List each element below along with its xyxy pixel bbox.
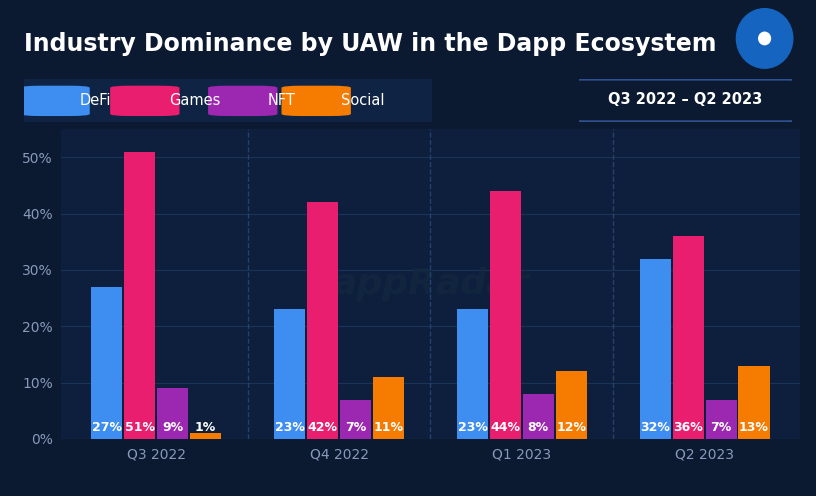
Text: appRadar: appRadar: [332, 267, 529, 301]
Bar: [307, 202, 338, 439]
Circle shape: [759, 32, 770, 45]
FancyBboxPatch shape: [8, 78, 449, 123]
Text: 23%: 23%: [458, 422, 487, 434]
Text: 13%: 13%: [739, 422, 769, 434]
Bar: [706, 399, 737, 439]
Circle shape: [736, 9, 793, 68]
Text: 7%: 7%: [711, 422, 732, 434]
Text: 8%: 8%: [528, 422, 549, 434]
Bar: [640, 258, 671, 439]
Text: Social: Social: [341, 93, 384, 108]
Bar: [373, 377, 404, 439]
Bar: [457, 310, 488, 439]
Text: 44%: 44%: [490, 422, 521, 434]
Text: 12%: 12%: [557, 422, 586, 434]
Text: Industry Dominance by UAW in the Dapp Ecosystem: Industry Dominance by UAW in the Dapp Ec…: [24, 32, 717, 56]
Bar: [274, 310, 305, 439]
Text: Q3 2022 – Q2 2023: Q3 2022 – Q2 2023: [608, 92, 763, 107]
Bar: [672, 236, 703, 439]
Bar: [340, 399, 371, 439]
Bar: [190, 434, 221, 439]
Text: DeFi: DeFi: [80, 93, 111, 108]
Bar: [157, 388, 188, 439]
Text: 27%: 27%: [92, 422, 122, 434]
Text: 42%: 42%: [308, 422, 338, 434]
Bar: [91, 287, 122, 439]
Bar: [490, 191, 521, 439]
Bar: [738, 366, 769, 439]
FancyBboxPatch shape: [110, 86, 180, 116]
Text: 9%: 9%: [162, 422, 184, 434]
Text: NFT: NFT: [268, 93, 295, 108]
FancyBboxPatch shape: [208, 86, 277, 116]
FancyBboxPatch shape: [282, 86, 351, 116]
Text: 1%: 1%: [195, 422, 216, 434]
Bar: [124, 151, 155, 439]
Text: 51%: 51%: [125, 422, 155, 434]
Bar: [556, 372, 587, 439]
Text: 7%: 7%: [345, 422, 366, 434]
Text: 23%: 23%: [275, 422, 304, 434]
Text: 32%: 32%: [641, 422, 670, 434]
Text: 11%: 11%: [374, 422, 403, 434]
Text: 36%: 36%: [673, 422, 703, 434]
Bar: [523, 394, 554, 439]
FancyBboxPatch shape: [20, 86, 90, 116]
Text: Games: Games: [170, 93, 220, 108]
